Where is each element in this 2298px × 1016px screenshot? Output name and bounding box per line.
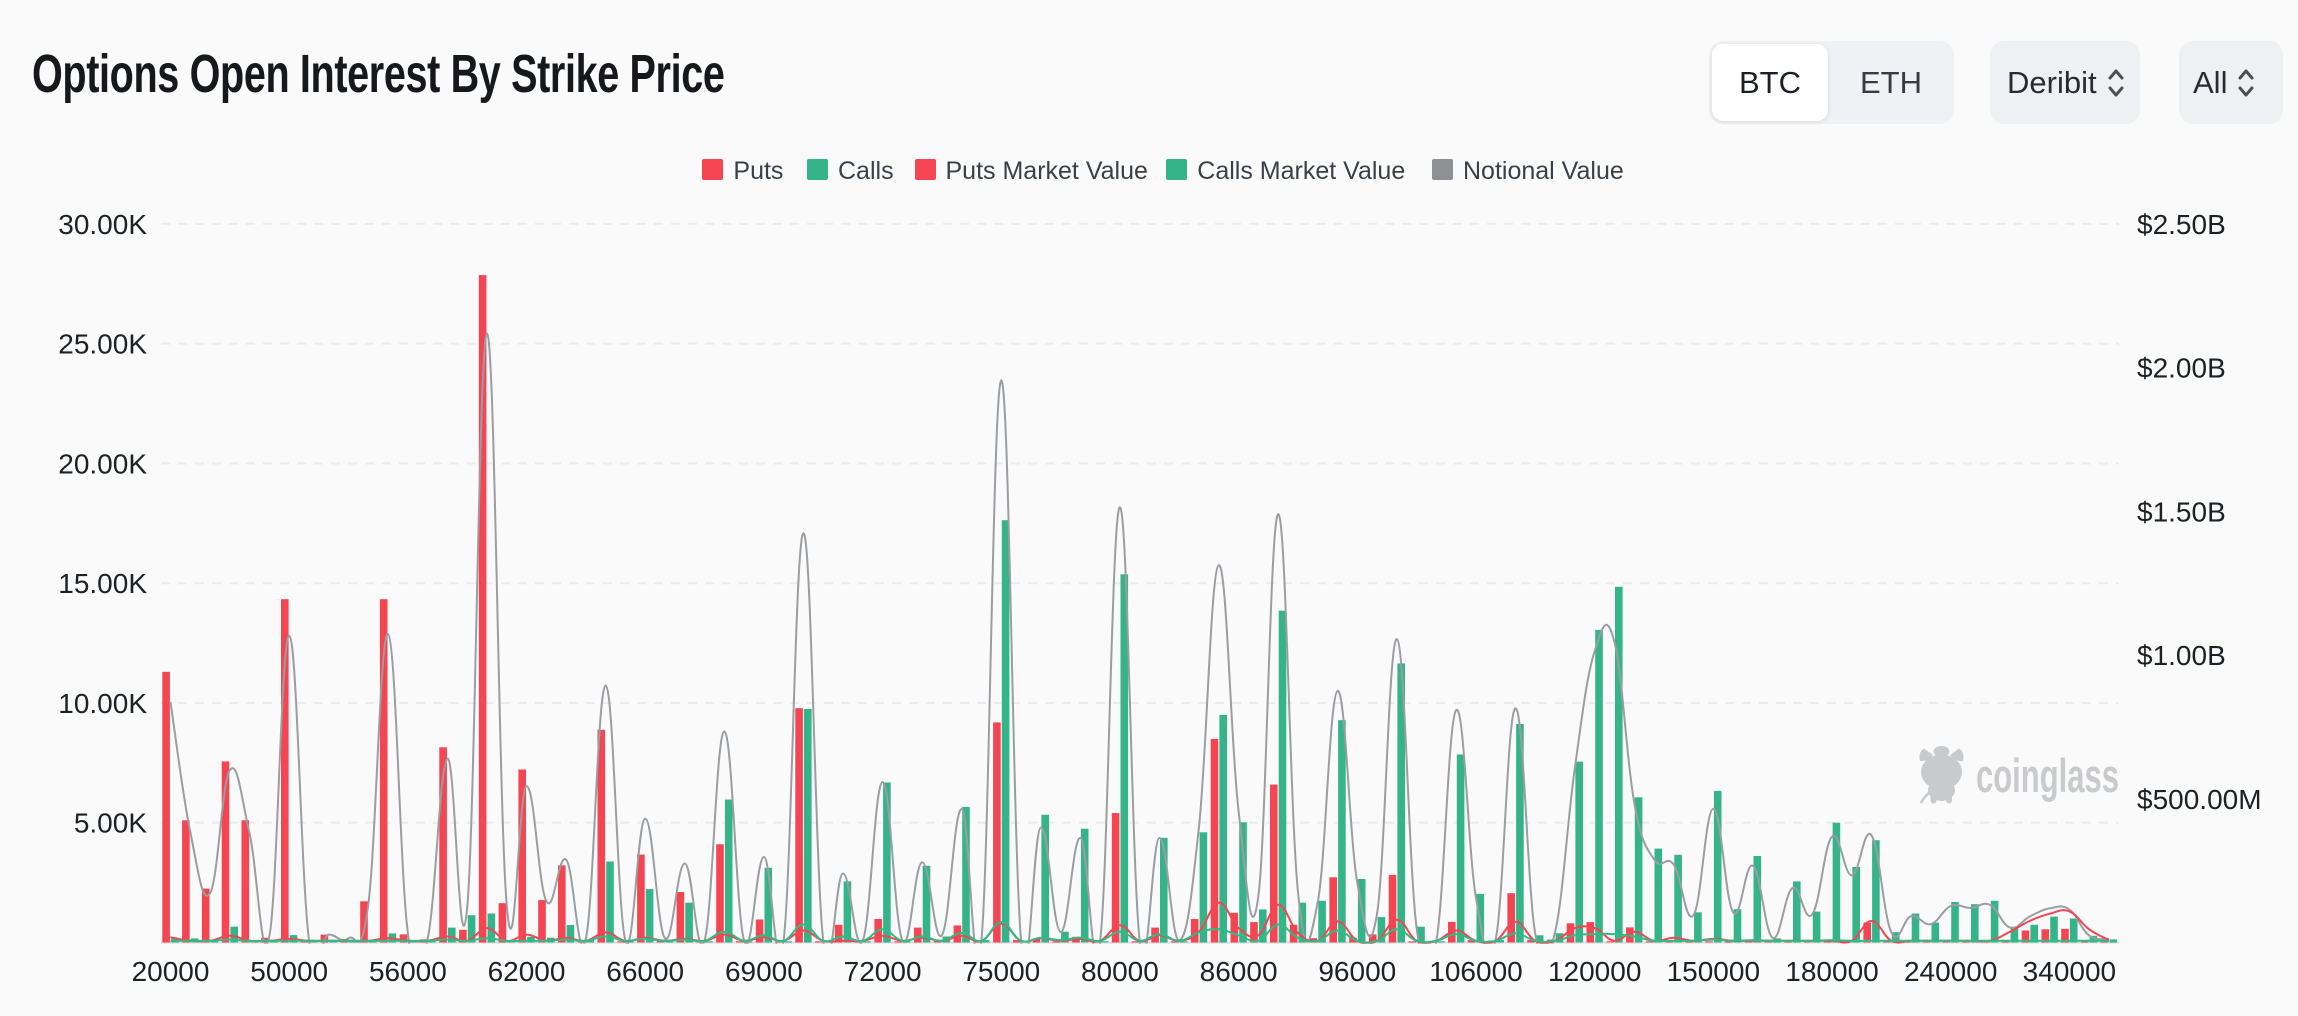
svg-text:120000: 120000 [1548, 956, 1641, 987]
svg-text:coinglass: coinglass [1976, 749, 2119, 802]
svg-text:62000: 62000 [488, 956, 566, 987]
svg-text:80000: 80000 [1081, 956, 1159, 987]
svg-text:$2.00B: $2.00B [2137, 353, 2226, 384]
svg-text:96000: 96000 [1318, 956, 1396, 987]
svg-text:69000: 69000 [725, 956, 803, 987]
svg-text:150000: 150000 [1667, 956, 1760, 987]
svg-text:30.00K: 30.00K [58, 209, 147, 240]
svg-text:86000: 86000 [1200, 956, 1278, 987]
svg-text:$500.00M: $500.00M [2137, 784, 2262, 815]
svg-text:20000: 20000 [132, 956, 210, 987]
svg-text:66000: 66000 [606, 956, 684, 987]
svg-text:$2.50B: $2.50B [2137, 209, 2226, 240]
svg-text:$1.50B: $1.50B [2137, 496, 2226, 527]
svg-text:56000: 56000 [369, 956, 447, 987]
svg-text:180000: 180000 [1785, 956, 1878, 987]
svg-text:20.00K: 20.00K [58, 448, 147, 479]
svg-text:15.00K: 15.00K [58, 568, 147, 599]
svg-text:$1.00B: $1.00B [2137, 640, 2226, 671]
svg-text:10.00K: 10.00K [58, 688, 147, 719]
svg-text:50000: 50000 [250, 956, 328, 987]
svg-text:240000: 240000 [1904, 956, 1997, 987]
svg-text:340000: 340000 [2023, 956, 2116, 987]
svg-text:72000: 72000 [844, 956, 922, 987]
svg-text:75000: 75000 [962, 956, 1040, 987]
svg-text:25.00K: 25.00K [58, 329, 147, 360]
svg-text:5.00K: 5.00K [74, 808, 147, 839]
svg-text:106000: 106000 [1429, 956, 1522, 987]
